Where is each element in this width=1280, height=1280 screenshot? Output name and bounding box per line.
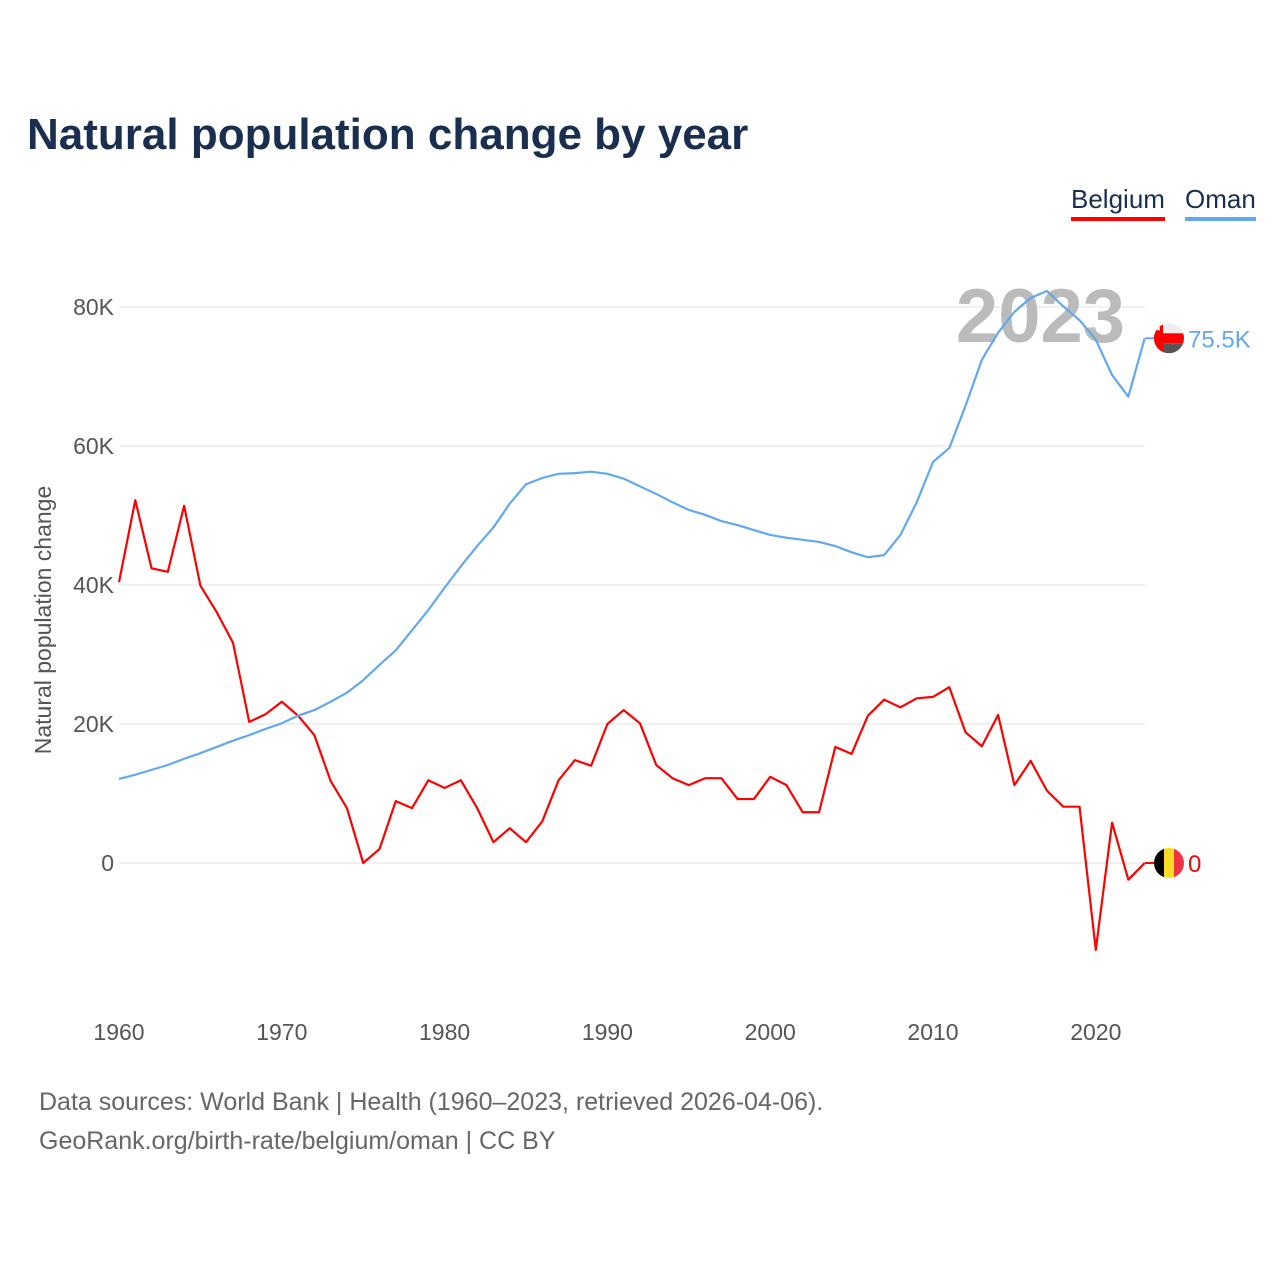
legend-oman[interactable]: Oman — [1185, 184, 1256, 221]
oman-flag-icon — [1154, 323, 1184, 354]
chart-title: Natural population change by year — [27, 110, 749, 159]
end-value-label-oman: 75.5K — [1188, 326, 1251, 353]
legend-belgium[interactable]: Belgium — [1071, 184, 1165, 221]
belgium-flag-icon — [1154, 848, 1184, 878]
x-tick-label: 2010 — [907, 1019, 958, 1045]
footer-link[interactable]: GeoRank.org/birth-rate/belgium/oman | CC… — [39, 1127, 556, 1155]
year-watermark: 2023 — [956, 274, 1125, 359]
x-tick-label: 1990 — [582, 1019, 633, 1045]
y-tick-label: 80K — [73, 294, 115, 320]
footer-sources: Data sources: World Bank | Health (1960–… — [39, 1088, 824, 1116]
x-tick-label: 2020 — [1070, 1019, 1121, 1045]
y-tick-label: 40K — [73, 572, 115, 598]
x-tick-label: 1980 — [419, 1019, 470, 1045]
x-tick-label: 1960 — [93, 1019, 144, 1045]
end-value-label-belgium: 0 — [1188, 851, 1201, 878]
y-axis-label: Natural population change — [30, 486, 56, 755]
y-tick-label: 20K — [73, 711, 115, 737]
series-line-belgium — [117, 499, 1146, 951]
y-tick-label: 60K — [73, 433, 115, 459]
y-tick-label: 0 — [101, 850, 114, 876]
x-tick-label: 2000 — [745, 1019, 796, 1045]
x-tick-label: 1970 — [256, 1019, 307, 1045]
series-line-oman — [118, 289, 1146, 780]
